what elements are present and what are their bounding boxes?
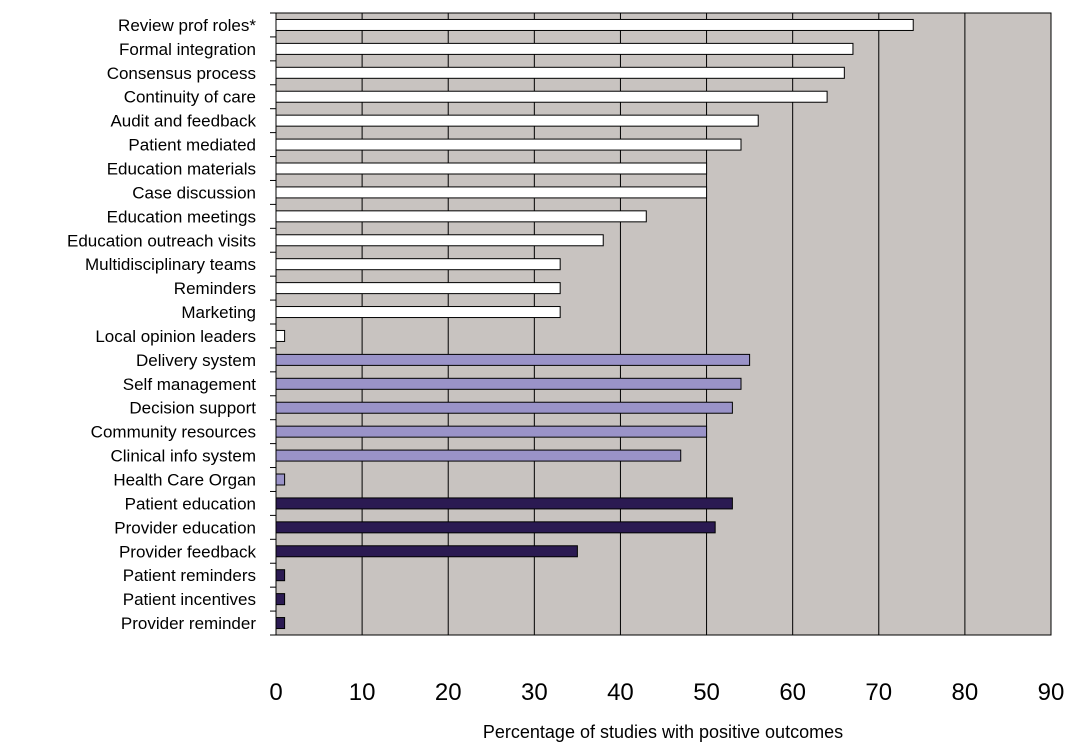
x-tick-label: 20: [435, 679, 462, 706]
bar: [275, 138, 742, 151]
x-tick-label: 90: [1038, 679, 1065, 706]
x-tick-label: 0: [269, 679, 282, 706]
category-label: Case discussion: [132, 183, 256, 202]
bar: [275, 282, 561, 295]
category-label: Review prof roles*: [118, 16, 256, 35]
category-label: Provider reminder: [121, 614, 256, 633]
bar: [275, 162, 708, 175]
category-label: Local opinion leaders: [95, 327, 256, 346]
bar: [275, 425, 708, 438]
category-label: Self management: [123, 375, 257, 394]
category-label: Community resources: [91, 423, 256, 442]
x-tick-label: 40: [607, 679, 634, 706]
category-label: Clinical info system: [111, 447, 257, 466]
x-tick-label: 50: [693, 679, 720, 706]
bar: [275, 401, 733, 414]
category-label: Patient mediated: [128, 136, 256, 155]
bar: [275, 234, 604, 247]
bar: [275, 42, 854, 55]
x-tick-label: 10: [349, 679, 376, 706]
category-label: Education outreach visits: [67, 231, 256, 250]
category-label: Multidisciplinary teams: [85, 255, 256, 274]
bar: [275, 569, 286, 582]
category-label: Marketing: [181, 303, 256, 322]
category-labels: Review prof roles* Formal integration Cons…: [67, 12, 276, 636]
bar: [275, 18, 914, 31]
category-label: Health Care Organ: [113, 471, 256, 490]
category-label: Decision support: [129, 399, 256, 418]
category-label: Provider education: [114, 518, 256, 537]
category-label: Provider feedback: [119, 542, 257, 561]
category-label: Continuity of care: [124, 88, 256, 107]
category-label: Formal integration: [119, 40, 256, 59]
bar: [275, 329, 286, 342]
category-label: Audit and feedback: [110, 112, 256, 131]
x-tick-label: 30: [521, 679, 548, 706]
category-label: Patient incentives: [123, 590, 256, 609]
x-tick-label: 60: [779, 679, 806, 706]
bar: [275, 449, 682, 462]
bar: [275, 258, 561, 271]
bar: [275, 353, 751, 366]
bar: [275, 521, 716, 534]
x-axis-title: Percentage of studies with positive outc…: [483, 722, 843, 742]
bar: [275, 617, 286, 630]
category-label: Delivery system: [136, 351, 256, 370]
bar: [275, 210, 647, 223]
bar: [275, 186, 708, 199]
x-tick-label: 70: [865, 679, 892, 706]
bar: [275, 66, 845, 79]
bar: [275, 306, 561, 319]
category-label: Patient education: [125, 494, 256, 513]
bar: [275, 90, 828, 103]
bar: [275, 377, 742, 390]
bars: [275, 18, 914, 630]
category-label: Reminders: [174, 279, 256, 298]
plot-area: [275, 12, 1052, 636]
bar: [275, 497, 733, 510]
category-label: Education materials: [107, 160, 256, 179]
x-tick-label: 80: [952, 679, 979, 706]
category-label: Patient reminders: [123, 566, 256, 585]
bar: [275, 545, 578, 558]
bar: [275, 473, 286, 486]
x-tick-labels: 0 10 20 30 40 50 60 70 80 90: [269, 679, 1064, 706]
category-label: Education meetings: [107, 207, 256, 226]
category-label: Consensus process: [107, 64, 256, 83]
bar: [275, 114, 759, 127]
bar: [275, 593, 286, 606]
